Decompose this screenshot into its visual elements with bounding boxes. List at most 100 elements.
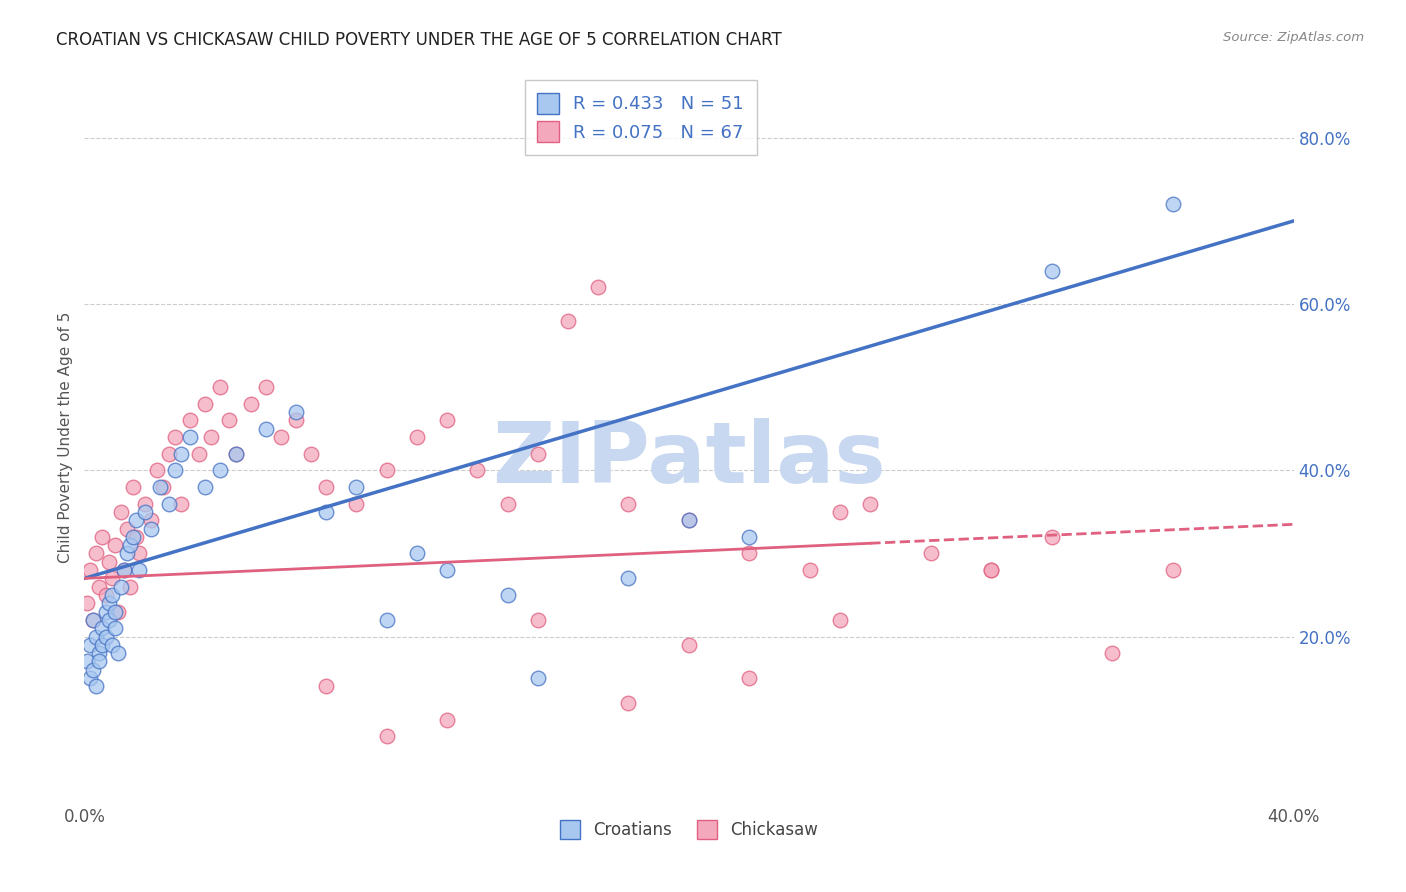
Point bbox=[134, 505, 156, 519]
Point bbox=[218, 413, 240, 427]
Point bbox=[406, 546, 429, 560]
Point bbox=[436, 713, 458, 727]
Point bbox=[830, 505, 852, 519]
Point bbox=[118, 580, 141, 594]
Point bbox=[82, 663, 104, 677]
Point bbox=[1101, 646, 1123, 660]
Point bbox=[270, 430, 292, 444]
Point bbox=[152, 480, 174, 494]
Point bbox=[436, 563, 458, 577]
Point bbox=[157, 497, 180, 511]
Point bbox=[375, 463, 398, 477]
Legend: Croatians, Chickasaw: Croatians, Chickasaw bbox=[553, 814, 825, 846]
Point bbox=[97, 596, 120, 610]
Point bbox=[179, 430, 201, 444]
Point bbox=[436, 413, 458, 427]
Point bbox=[225, 447, 247, 461]
Point bbox=[82, 613, 104, 627]
Point bbox=[110, 580, 132, 594]
Point bbox=[94, 605, 117, 619]
Point bbox=[239, 397, 262, 411]
Point bbox=[617, 571, 640, 585]
Point bbox=[125, 513, 148, 527]
Point bbox=[617, 696, 640, 710]
Point bbox=[79, 563, 101, 577]
Point bbox=[467, 463, 489, 477]
Point bbox=[859, 497, 882, 511]
Point bbox=[89, 646, 111, 660]
Point bbox=[79, 671, 101, 685]
Point bbox=[76, 655, 98, 669]
Point bbox=[738, 546, 761, 560]
Point bbox=[179, 413, 201, 427]
Point bbox=[104, 621, 127, 635]
Point bbox=[527, 613, 550, 627]
Point bbox=[557, 314, 579, 328]
Point bbox=[112, 563, 135, 577]
Point bbox=[738, 530, 761, 544]
Point bbox=[406, 430, 429, 444]
Point bbox=[375, 613, 398, 627]
Point bbox=[79, 638, 101, 652]
Point bbox=[86, 630, 108, 644]
Point bbox=[375, 729, 398, 743]
Point bbox=[225, 447, 247, 461]
Point bbox=[254, 380, 277, 394]
Point bbox=[100, 638, 122, 652]
Point bbox=[115, 546, 138, 560]
Point bbox=[980, 563, 1002, 577]
Point bbox=[146, 463, 169, 477]
Point bbox=[527, 671, 550, 685]
Point bbox=[86, 546, 108, 560]
Point bbox=[128, 546, 150, 560]
Point bbox=[1161, 563, 1184, 577]
Point bbox=[86, 680, 108, 694]
Text: ZIPatlas: ZIPatlas bbox=[492, 417, 886, 500]
Point bbox=[678, 513, 700, 527]
Point bbox=[165, 463, 187, 477]
Point bbox=[139, 513, 162, 527]
Point bbox=[104, 538, 127, 552]
Point bbox=[285, 405, 308, 419]
Point bbox=[170, 497, 193, 511]
Point bbox=[76, 596, 98, 610]
Point bbox=[588, 280, 610, 294]
Point bbox=[107, 605, 129, 619]
Point bbox=[678, 638, 700, 652]
Point bbox=[678, 513, 700, 527]
Point bbox=[315, 505, 337, 519]
Point bbox=[121, 530, 143, 544]
Point bbox=[1040, 264, 1063, 278]
Point bbox=[1161, 197, 1184, 211]
Point bbox=[346, 480, 368, 494]
Point bbox=[157, 447, 180, 461]
Point bbox=[89, 655, 111, 669]
Point bbox=[209, 380, 232, 394]
Point bbox=[97, 555, 120, 569]
Point bbox=[920, 546, 942, 560]
Point bbox=[165, 430, 187, 444]
Point bbox=[285, 413, 308, 427]
Point bbox=[89, 580, 111, 594]
Point bbox=[527, 447, 550, 461]
Point bbox=[346, 497, 368, 511]
Point bbox=[104, 605, 127, 619]
Point bbox=[194, 480, 217, 494]
Point bbox=[738, 671, 761, 685]
Point bbox=[115, 521, 138, 535]
Point bbox=[830, 613, 852, 627]
Point bbox=[1040, 530, 1063, 544]
Point bbox=[125, 530, 148, 544]
Point bbox=[617, 497, 640, 511]
Point bbox=[100, 571, 122, 585]
Point bbox=[91, 530, 114, 544]
Y-axis label: Child Poverty Under the Age of 5: Child Poverty Under the Age of 5 bbox=[58, 311, 73, 563]
Point bbox=[496, 588, 519, 602]
Text: Source: ZipAtlas.com: Source: ZipAtlas.com bbox=[1223, 31, 1364, 45]
Point bbox=[128, 563, 150, 577]
Point bbox=[496, 497, 519, 511]
Point bbox=[97, 613, 120, 627]
Point bbox=[107, 646, 129, 660]
Point bbox=[149, 480, 172, 494]
Point bbox=[94, 588, 117, 602]
